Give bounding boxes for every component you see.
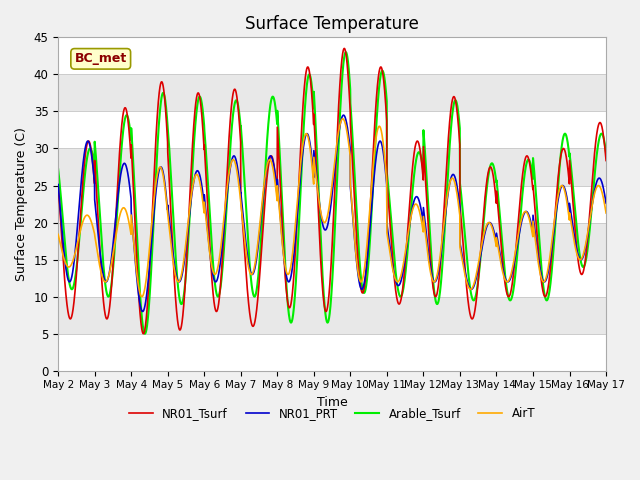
NR01_PRT	[602, 200, 610, 206]
Bar	[58, 297, 606, 334]
NR01_Tsurf	[433, 291, 441, 297]
NR01_Tsurf	[54, 183, 62, 189]
Bar	[58, 74, 606, 111]
Arable_Tsurf	[120, 127, 127, 132]
Bar	[58, 260, 606, 297]
NR01_PRT	[120, 161, 127, 167]
NR01_Tsurf	[477, 236, 485, 242]
Arable_Tsurf	[225, 170, 232, 176]
NR01_Tsurf	[120, 110, 127, 116]
AirT	[339, 116, 347, 122]
AirT	[433, 273, 441, 278]
AirT	[138, 294, 146, 300]
AirT	[54, 231, 62, 237]
Bar	[58, 223, 606, 260]
AirT	[477, 243, 485, 249]
Line: NR01_Tsurf: NR01_Tsurf	[58, 48, 606, 334]
NR01_Tsurf	[340, 46, 348, 51]
NR01_Tsurf	[120, 107, 128, 112]
NR01_Tsurf	[225, 142, 232, 148]
Arable_Tsurf	[477, 243, 485, 249]
NR01_PRT	[120, 160, 128, 166]
NR01_PRT	[89, 161, 97, 167]
Bar	[58, 37, 606, 74]
AirT	[120, 205, 127, 211]
AirT	[225, 174, 232, 180]
Arable_Tsurf	[602, 150, 610, 156]
Line: Arable_Tsurf: Arable_Tsurf	[58, 52, 606, 334]
Title: Surface Temperature: Surface Temperature	[245, 15, 419, 33]
Arable_Tsurf	[120, 121, 128, 127]
Arable_Tsurf	[54, 166, 62, 172]
NR01_Tsurf	[602, 157, 610, 163]
Arable_Tsurf	[141, 331, 148, 336]
AirT	[602, 210, 610, 216]
NR01_PRT	[139, 309, 147, 314]
Text: BC_met: BC_met	[75, 52, 127, 65]
Legend: NR01_Tsurf, NR01_PRT, Arable_Tsurf, AirT: NR01_Tsurf, NR01_PRT, Arable_Tsurf, AirT	[124, 402, 540, 425]
AirT	[89, 224, 97, 229]
X-axis label: Time: Time	[317, 396, 348, 409]
Bar	[58, 186, 606, 223]
NR01_PRT	[433, 276, 441, 281]
Arable_Tsurf	[342, 49, 349, 55]
Arable_Tsurf	[433, 301, 441, 307]
AirT	[120, 205, 128, 211]
NR01_PRT	[54, 181, 62, 187]
NR01_PRT	[340, 112, 348, 118]
Bar	[58, 148, 606, 186]
Y-axis label: Surface Temperature (C): Surface Temperature (C)	[15, 127, 28, 281]
NR01_PRT	[225, 178, 232, 183]
NR01_Tsurf	[89, 159, 97, 165]
Arable_Tsurf	[89, 153, 97, 158]
Line: AirT: AirT	[58, 119, 606, 297]
Bar	[58, 334, 606, 371]
NR01_PRT	[477, 247, 485, 253]
Bar	[58, 111, 606, 148]
NR01_Tsurf	[140, 331, 147, 336]
Line: NR01_PRT: NR01_PRT	[58, 115, 606, 312]
